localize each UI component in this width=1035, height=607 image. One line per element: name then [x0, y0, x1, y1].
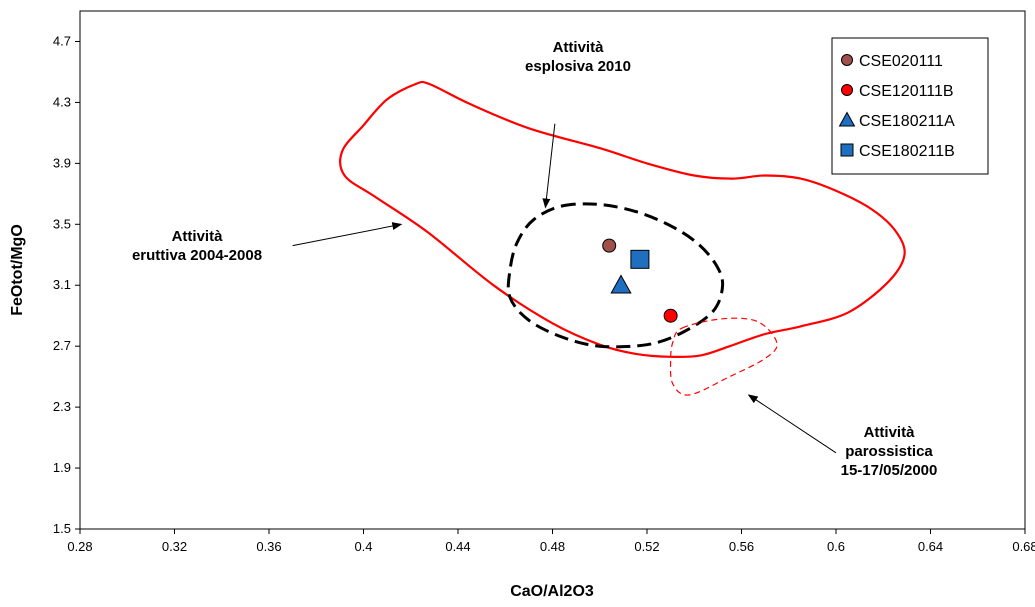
annotation-arrow [542, 123, 556, 209]
annotation-label: 15-17/05/2000 [841, 462, 938, 479]
legend-box [831, 37, 989, 175]
field-outline-esplosiva [506, 202, 725, 349]
legend-label: CSE180211B [859, 143, 955, 160]
legend-marker-cse180211a [838, 111, 856, 127]
y-tick-label: 3.9 [53, 155, 71, 170]
legend: CSE020111 CSE120111B CSE180211A CSE180211B [831, 37, 989, 175]
y-tick-label: 3.5 [53, 216, 71, 231]
data-point-cse120111b [663, 308, 678, 323]
data-point-cse180211a [610, 274, 632, 294]
x-tick-label: 0.44 [445, 539, 470, 554]
annotation-label: parossistica [845, 443, 933, 460]
y-tick-label: 2.7 [53, 338, 71, 353]
x-tick-label: 0.48 [540, 539, 565, 554]
x-tick-label: 0.56 [729, 539, 754, 554]
x-tick-label: 0.36 [256, 539, 281, 554]
x-tick-label: 0.28 [67, 539, 92, 554]
legend-marker-cse120111b [841, 84, 853, 96]
x-tick-label: 0.4 [354, 539, 372, 554]
y-tick-label: 3.1 [53, 277, 71, 292]
annotation-label: esplosiva 2010 [525, 58, 631, 75]
legend-label: CSE180211A [859, 113, 955, 130]
annotation-label: Attività [172, 228, 223, 245]
x-axis-title: CaO/Al2O3 [510, 583, 594, 600]
data-point-cse020111 [602, 238, 617, 253]
field-outline-eruttiva [339, 80, 906, 359]
y-tick-label: 1.5 [53, 521, 71, 536]
annotation-label: Attività [553, 39, 604, 56]
x-tick-label: 0.32 [162, 539, 187, 554]
legend-marker-cse180211b [840, 143, 854, 157]
field-layer [339, 80, 906, 396]
x-tick-label: 0.64 [918, 539, 943, 554]
tick-layer: 0.28 0.32 0.36 0.4 0.44 0.48 0.52 0.56 0.6 0.64 0.… [53, 33, 1035, 554]
y-tick-label: 1.9 [53, 460, 71, 475]
x-tick-label: 0.68 [1012, 539, 1035, 554]
legend-marker-cse020111 [841, 54, 853, 66]
annotation-label: eruttiva 2004-2008 [132, 247, 262, 264]
annotation-arrow [292, 222, 403, 247]
annotation-layer: Attività esplosiva 2010 Attività eruttiva 2… [132, 39, 937, 479]
y-tick-label: 4.7 [53, 33, 71, 48]
marker-layer [602, 238, 678, 323]
legend-label: CSE120111B [859, 83, 954, 100]
x-tick-label: 0.52 [634, 539, 659, 554]
legend-label: CSE020111 [859, 53, 943, 70]
y-tick-label: 4.3 [53, 94, 71, 109]
y-tick-label: 2.3 [53, 399, 71, 414]
y-axis-title: FeOtot/MgO [9, 224, 26, 316]
annotation-arrow [747, 394, 837, 454]
field-outline-parossistica [669, 317, 778, 396]
data-point-cse180211b [630, 249, 650, 269]
x-tick-label: 0.6 [827, 539, 845, 554]
annotation-label: Attività [864, 424, 915, 441]
